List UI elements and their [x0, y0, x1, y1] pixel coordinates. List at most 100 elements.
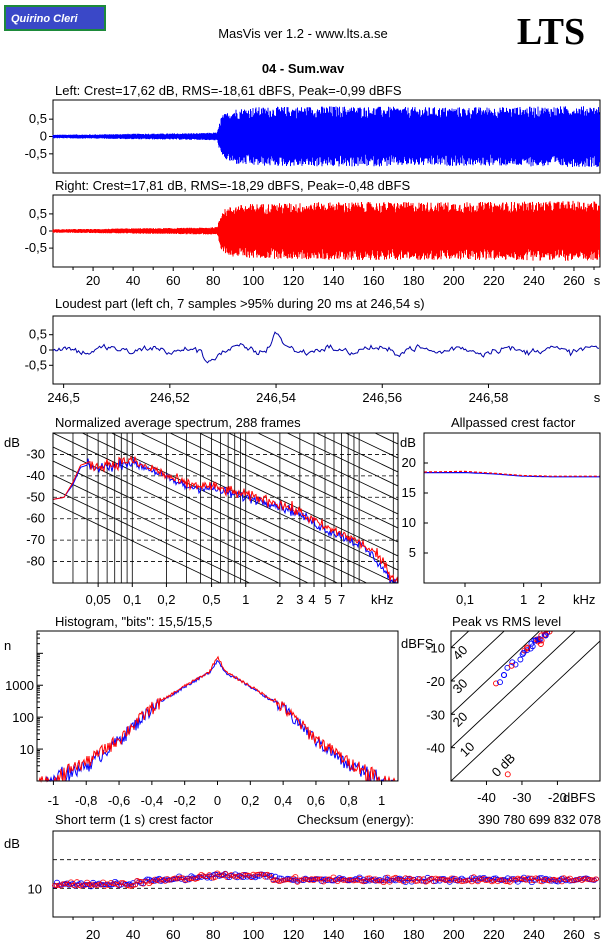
- allpassed-title: Allpassed crest factor: [451, 415, 576, 430]
- x-tick-label: 80: [206, 273, 220, 288]
- allpassed-left-series: [424, 472, 600, 478]
- y-tick-label: -0,5: [25, 240, 47, 255]
- y-tick-label: 10: [28, 881, 42, 896]
- slope-line: [53, 433, 368, 583]
- x-tick-label: 0,1: [456, 592, 474, 607]
- diagonal-label: 40: [450, 642, 471, 663]
- x-tick-label: 0,2: [241, 793, 259, 808]
- scatter-point: [563, 612, 568, 617]
- y-tick-label: -60: [26, 511, 45, 526]
- scatter-point: [560, 615, 565, 620]
- histogram-chart: Histogram, "bits": 15,5/15,5 n 100010010…: [4, 614, 399, 808]
- slope-line: [53, 446, 339, 583]
- scatter-point: [300, 878, 307, 883]
- x-tick-label: 160: [363, 927, 385, 942]
- checksum-label: Checksum (energy):: [297, 812, 414, 827]
- scatter-point: [592, 586, 597, 591]
- loudest-part-title: Loudest part (left ch, 7 samples >95% du…: [55, 296, 425, 311]
- x-tick-label: 1: [520, 592, 527, 607]
- x-tick-label: 60: [166, 273, 180, 288]
- allpassed-x-unit: kHz: [573, 592, 595, 607]
- app-badge-label: Quirino Cleri: [11, 13, 79, 25]
- spectrum-plot: -30 -40 -50 -60 -70 -80 0,05 0,1 0,2 0,5 1 2 3 4 5 7: [26, 433, 398, 607]
- x-tick-label: 3: [296, 592, 303, 607]
- x-tick-label: 246,56: [362, 390, 402, 405]
- x-tick-label: 60: [166, 927, 180, 942]
- y-tick-label: 5: [409, 545, 416, 560]
- spectrum-left-series: [53, 457, 398, 583]
- allpassed-right-series: [424, 470, 600, 477]
- scatter-point: [519, 651, 526, 658]
- x-tick-label: 2: [538, 592, 545, 607]
- x-tick-label: 0,2: [157, 592, 175, 607]
- y-tick-label: -0,5: [25, 357, 47, 372]
- spectrum-right-series: [53, 455, 398, 583]
- scatter-point: [562, 612, 567, 617]
- histogram-title: Histogram, "bits": 15,5/15,5: [55, 614, 212, 629]
- app-badge: [4, 5, 106, 31]
- allpassed-plot: 20 15 10 5 0,1 1 2: [402, 455, 600, 607]
- slope-line: [53, 474, 280, 583]
- diagonal-label: 0 dB: [489, 750, 519, 780]
- x-tick-label: 20: [86, 927, 100, 942]
- x-tick-label: -0,2: [173, 793, 195, 808]
- scatter-point: [538, 632, 545, 639]
- x-tick-label: 20: [86, 273, 100, 288]
- y-tick-label: 0: [40, 129, 47, 144]
- short-crest-title: Short term (1 s) crest factor: [55, 812, 214, 827]
- x-tick-label: 160: [363, 273, 385, 288]
- peak-vs-rms-chart: Peak vs RMS level dBFS dBFS 40 30 20 10 0 dB…: [401, 585, 601, 805]
- scatter-point: [512, 877, 519, 882]
- slope-line: [53, 460, 310, 583]
- checksum-value: 390 780 699 832 078: [478, 812, 601, 827]
- x-tick-label: 140: [323, 927, 345, 942]
- scatter-point: [493, 680, 499, 687]
- scatter-point: [497, 679, 503, 686]
- scatter-point: [563, 609, 568, 614]
- scatter-point: [94, 883, 100, 888]
- scatter-point: [132, 882, 139, 888]
- x-tick-label: 0,1: [123, 592, 141, 607]
- scatter-point: [532, 637, 539, 644]
- scatter-point: [536, 636, 543, 642]
- short-crest-points: [52, 870, 599, 890]
- slope-line: [227, 433, 398, 515]
- x-unit: s: [594, 273, 601, 288]
- slope-line: [286, 433, 398, 487]
- slope-line: [139, 433, 398, 557]
- y-tick-label: 0: [40, 223, 47, 238]
- scatter-point: [571, 609, 576, 614]
- x-tick-label: 80: [206, 927, 220, 942]
- scatter-point: [590, 585, 595, 590]
- y-tick-label: -80: [26, 554, 45, 569]
- scatter-point: [533, 636, 540, 643]
- scatter-point: [565, 610, 570, 615]
- scatter-point: [268, 872, 275, 878]
- file-name: 04 - Sum.wav: [262, 61, 345, 76]
- x-tick-label: 7: [338, 592, 345, 607]
- x-tick-label: 180: [403, 927, 425, 942]
- scatter-point: [504, 771, 511, 778]
- x-tick-label: 120: [283, 273, 305, 288]
- x-tick-label: 1: [378, 793, 385, 808]
- scatter-point: [590, 585, 595, 590]
- peak-rms-plot: 40 30 20 10 0 dB -10 -20 -30 -40 -40 -30 -20: [426, 585, 600, 805]
- x-tick-label: 2: [276, 592, 283, 607]
- y-tick-label: 0,5: [29, 327, 47, 342]
- scatter-point: [292, 877, 299, 883]
- histogram-y-unit: n: [4, 638, 11, 653]
- loudest-part-chart: Loudest part (left ch, 7 samples >95% du…: [25, 296, 601, 405]
- x-tick-label: 1: [242, 592, 249, 607]
- x-tick-label: 180: [403, 273, 425, 288]
- x-tick-label: 40: [126, 927, 140, 942]
- scatter-point: [509, 659, 516, 666]
- scatter-point: [564, 607, 569, 612]
- y-tick-label: 15: [402, 485, 416, 500]
- crest-diagonal: [451, 640, 600, 781]
- diagonal-label: 20: [450, 709, 471, 730]
- scatter-point: [593, 876, 599, 882]
- scatter-point: [542, 632, 549, 639]
- x-tick-label: 120: [283, 927, 305, 942]
- slope-line: [315, 433, 398, 473]
